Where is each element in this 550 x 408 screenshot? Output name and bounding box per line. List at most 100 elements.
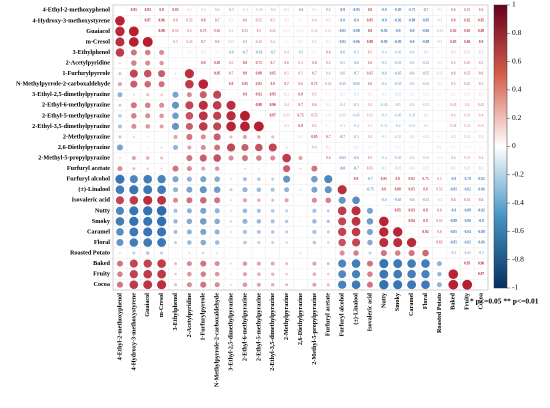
correlation-circle xyxy=(131,123,137,129)
row-label: Isovaleric acid xyxy=(72,197,111,204)
correlation-value: -0.85 xyxy=(450,240,458,244)
correlation-value: 0.95 xyxy=(464,261,470,265)
correlation-circle xyxy=(230,273,232,275)
correlation-value: 0.6 xyxy=(312,61,317,65)
correlation-circle xyxy=(159,60,164,66)
correlation-value: 0.5 xyxy=(326,8,331,12)
correlation-value: 0.5 xyxy=(187,29,192,33)
correlation-value: 0.2 xyxy=(312,8,317,12)
column-label: 1-Furfurylpyrrole xyxy=(200,293,207,341)
correlation-value: -0.88 xyxy=(408,19,416,23)
correlation-circle xyxy=(213,133,221,141)
correlation-value: -0.3 xyxy=(423,114,429,118)
correlation-circle xyxy=(157,259,166,268)
correlation-circle xyxy=(257,198,261,203)
correlation-value: 0.8 xyxy=(298,124,303,128)
correlation-value: 0.85 xyxy=(242,82,248,86)
colorbar-label: -1 xyxy=(512,283,518,292)
correlation-value: 0.6 xyxy=(437,230,442,234)
column-label: Baked xyxy=(450,292,457,309)
correlation-circle xyxy=(143,269,153,279)
row-label: Floral xyxy=(94,239,110,246)
correlation-value: -0.5 xyxy=(409,82,415,86)
correlation-circle xyxy=(129,69,138,78)
correlation-circle xyxy=(174,83,177,85)
correlation-circle xyxy=(408,250,415,257)
correlation-circle xyxy=(311,175,318,183)
correlation-value: -0.15 xyxy=(394,145,402,149)
row-label: Caramel xyxy=(87,228,110,235)
correlation-value: 0.45 xyxy=(186,40,192,44)
correlation-value: -0.6 xyxy=(339,50,345,54)
correlation-value: 0.6 xyxy=(451,198,456,202)
correlation-circle xyxy=(160,156,164,160)
correlation-circle xyxy=(214,261,220,267)
column-label: Caramel xyxy=(408,293,415,316)
correlation-circle xyxy=(338,227,347,237)
correlation-value: 0.35 xyxy=(311,29,317,33)
correlation-value: 0.97 xyxy=(270,114,276,118)
correlation-circle xyxy=(214,176,220,182)
correlation-value: 0.9 xyxy=(243,93,248,97)
correlation-value: -0.3 xyxy=(423,50,429,54)
correlation-value: -0.65 xyxy=(255,50,263,54)
correlation-value: 0.93 xyxy=(408,209,414,213)
correlation-circle xyxy=(130,102,137,109)
correlation-value: 0.3 xyxy=(284,93,289,97)
correlation-value: 0.8 xyxy=(368,8,373,12)
row-label: 2,6-Diethylpyrazine xyxy=(58,144,110,151)
correlation-circle xyxy=(116,228,124,236)
correlation-value: 0.92 xyxy=(256,93,262,97)
correlation-value: -0.85 xyxy=(422,19,430,23)
correlation-value: 0.85 xyxy=(464,29,470,33)
correlation-circle xyxy=(256,282,261,287)
correlation-circle xyxy=(242,198,247,203)
correlation-value: -0.35 xyxy=(255,8,263,12)
correlation-value: 0.6 xyxy=(479,8,484,12)
correlation-value: -0.35 xyxy=(394,135,402,139)
correlation-value: 0.6 xyxy=(451,71,456,75)
correlation-circle xyxy=(142,36,153,47)
correlation-circle xyxy=(255,143,263,152)
correlation-value: 0.25 xyxy=(464,166,470,170)
correlation-circle xyxy=(256,230,261,234)
correlation-value: -0.55 xyxy=(422,71,430,75)
correlation-value: 0.6 xyxy=(326,156,331,160)
correlation-circle xyxy=(242,218,248,224)
correlation-circle xyxy=(243,240,247,245)
correlation-circle xyxy=(285,283,289,287)
correlation-value: 0.5 xyxy=(479,82,484,86)
correlation-circle xyxy=(271,240,275,245)
correlation-circle xyxy=(300,273,301,275)
correlation-value: 0.3 xyxy=(451,166,456,170)
correlation-circle xyxy=(213,111,222,120)
column-label: 3-Ethyl-2,5-dimethylpyrazine xyxy=(227,293,234,371)
correlation-circle xyxy=(406,237,417,248)
correlation-circle xyxy=(118,72,122,76)
correlation-value: -0.4 xyxy=(270,8,276,12)
correlation-circle xyxy=(172,112,179,120)
correlation-value: 0.9 xyxy=(423,209,428,213)
correlation-value: -0.9 xyxy=(339,8,345,12)
row-label: Baked xyxy=(93,260,110,267)
correlation-circle xyxy=(115,16,125,26)
correlation-value: 0.45 xyxy=(450,103,456,107)
correlation-value: -0.7 xyxy=(353,166,359,170)
column-label: (±)-Linalool xyxy=(352,293,359,325)
correlation-circle xyxy=(200,260,207,267)
correlation-value: 0.4 xyxy=(479,114,484,118)
row-label: Furfuryl acetate xyxy=(67,165,110,172)
correlation-value: 0.96 xyxy=(158,19,164,23)
correlation-circle xyxy=(133,146,135,149)
correlation-value: 0.7 xyxy=(229,71,234,75)
correlation-value: 0.5 xyxy=(298,71,303,75)
correlation-value: 0.5 xyxy=(257,29,262,33)
correlation-value: 0.95 xyxy=(270,93,276,97)
colorbar-label: 1 xyxy=(512,0,516,9)
correlation-circle xyxy=(156,206,167,216)
correlation-circle xyxy=(379,280,389,290)
correlation-value: -0.2 xyxy=(437,82,443,86)
correlation-value: -0.4 xyxy=(409,156,415,160)
correlation-circle xyxy=(257,240,261,245)
correlation-circle xyxy=(213,154,221,162)
